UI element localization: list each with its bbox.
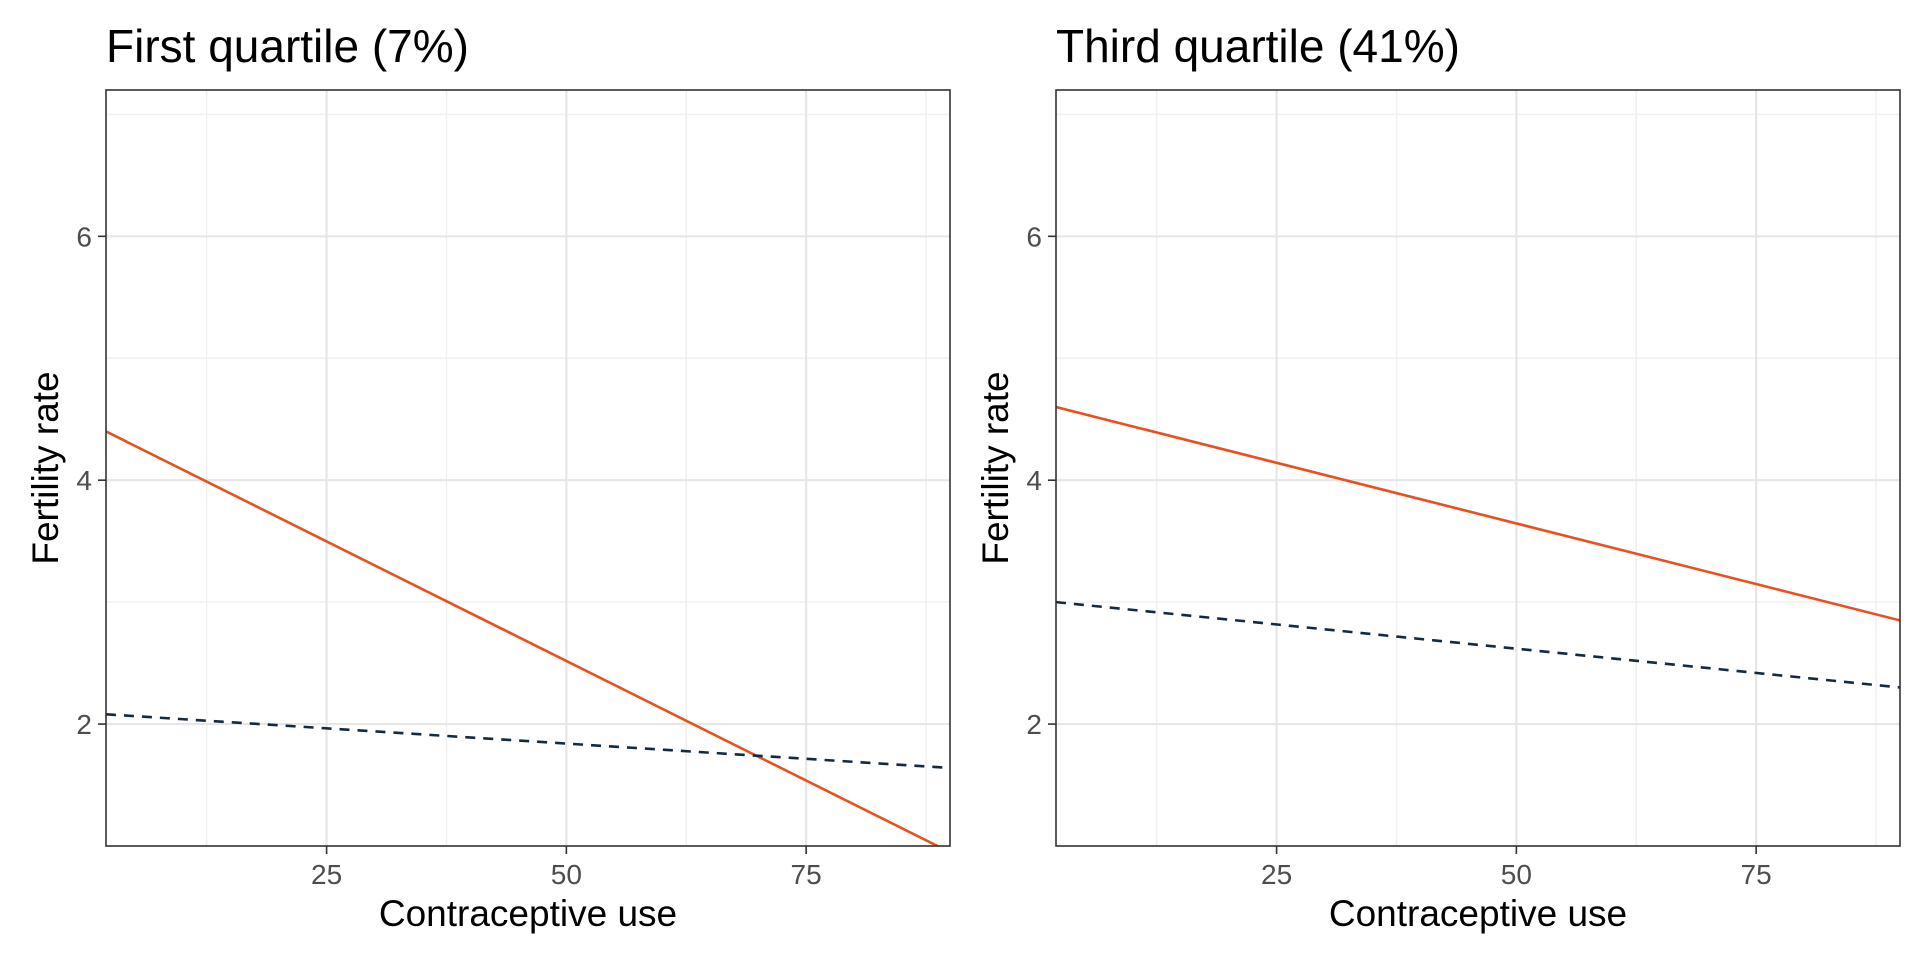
y-axis-label: Fertility rate: [975, 371, 1016, 564]
series-line-dashed: [1056, 600, 1900, 689]
y-tick-label: 2: [1026, 709, 1042, 740]
y-tick-label: 6: [76, 221, 92, 252]
plot-background: [1056, 90, 1900, 846]
x-tick-label: 50: [1501, 859, 1532, 890]
panel-third-quartile: 25 50 75 2 4 6 Third quartile (41%) Contracepti…: [975, 20, 1901, 934]
panel-first-quartile: 25 50 75 2 4 6 First quartile (7%) Contraceptiv…: [25, 20, 951, 934]
y-tick-label: 6: [1026, 221, 1042, 252]
series-line-solid: [106, 430, 941, 846]
series-line-solid: [1056, 405, 1900, 622]
y-axis-label: Fertility rate: [25, 371, 66, 564]
series-line-dashed: [106, 713, 950, 770]
panel-border: [1055, 89, 1901, 847]
x-tick-label: 75: [1741, 859, 1772, 890]
panel-title: Third quartile (41%): [1056, 20, 1460, 72]
plot-background: [106, 90, 950, 846]
x-tick-label: 50: [551, 859, 582, 890]
y-tick-label: 2: [76, 709, 92, 740]
x-axis-label: Contraceptive use: [379, 893, 677, 934]
panel-title: First quartile (7%): [106, 20, 469, 72]
panel-border: [105, 89, 951, 847]
y-tick-label: 4: [1026, 465, 1042, 496]
x-tick-label: 25: [1261, 859, 1292, 890]
x-tick-label: 25: [311, 859, 342, 890]
y-tick-label: 4: [76, 465, 92, 496]
x-tick-label: 75: [791, 859, 822, 890]
x-axis-label: Contraceptive use: [1329, 893, 1627, 934]
